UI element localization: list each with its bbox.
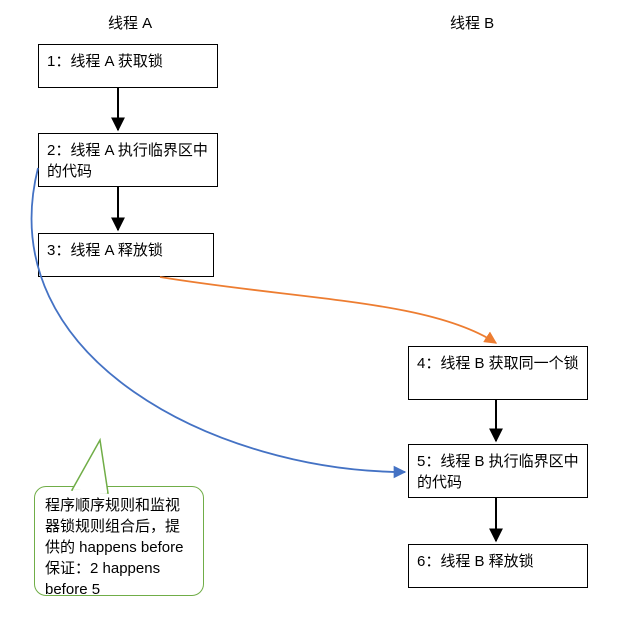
arrow-3-to-4 <box>160 277 496 343</box>
flow-box-4: 4：线程 B 获取同一个锁 <box>408 346 588 400</box>
thread-b-header: 线程 B <box>450 12 494 33</box>
thread-a-header: 线程 A <box>108 12 152 33</box>
flow-box-2: 2：线程 A 执行临界区中的代码 <box>38 133 218 187</box>
flow-box-1: 1：线程 A 获取锁 <box>38 44 218 88</box>
callout-text: 程序顺序规则和监视器锁规则组合后，提供的 happens before 保证：2… <box>45 497 183 598</box>
flow-box-6: 6：线程 B 释放锁 <box>408 544 588 588</box>
arrow-2-to-5 <box>32 168 405 472</box>
flow-box-5: 5：线程 B 执行临界区中的代码 <box>408 444 588 498</box>
flow-box-3: 3：线程 A 释放锁 <box>38 233 214 277</box>
happens-before-callout: 程序顺序规则和监视器锁规则组合后，提供的 happens before 保证：2… <box>34 486 204 596</box>
